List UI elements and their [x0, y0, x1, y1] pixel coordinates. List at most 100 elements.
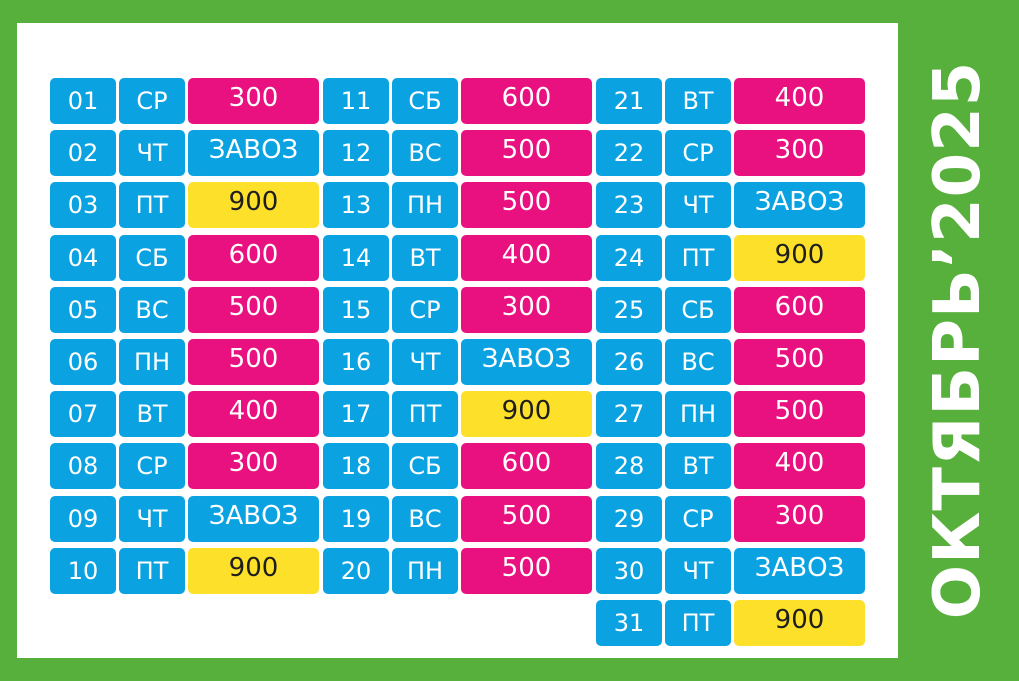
day-number: 26	[596, 339, 662, 385]
calendar-row: 17 ПТ 900	[323, 391, 593, 438]
calendar-row: 10 ПТ 900	[50, 547, 320, 594]
day-value: 900	[461, 391, 592, 438]
calendar-row: 11 СБ 600	[323, 78, 593, 124]
weekday-label: СР	[665, 495, 731, 542]
day-value: 300	[461, 286, 592, 333]
day-value: 400	[734, 443, 865, 490]
day-number: 03	[50, 182, 116, 229]
day-value: 900	[734, 600, 865, 646]
weekday-label: СР	[119, 443, 185, 490]
day-number: 20	[323, 547, 389, 594]
day-number: 02	[50, 130, 116, 177]
calendar-row: 23 ЧТ ЗАВОЗ	[596, 182, 866, 229]
day-number: 22	[596, 130, 662, 177]
calendar-panel: 01 СР 300 02 ЧТ ЗАВОЗ 03 ПТ 900 04 СБ 600 05 ВС 500 06 П…	[17, 23, 898, 658]
day-value: ЗАВОЗ	[734, 547, 865, 594]
calendar-row: 21 ВТ 400	[596, 78, 866, 124]
calendar-row: 25 СБ 600	[596, 286, 866, 333]
day-number: 17	[323, 391, 389, 438]
weekday-label: ВТ	[665, 78, 731, 124]
day-value: 600	[188, 234, 319, 281]
day-number: 30	[596, 547, 662, 594]
day-number: 12	[323, 130, 389, 177]
day-value: 500	[461, 547, 592, 594]
day-number: 15	[323, 286, 389, 333]
calendar-row: 31 ПТ 900	[596, 600, 866, 646]
weekday-label: ЧТ	[119, 495, 185, 542]
calendar-row: 27 ПН 500	[596, 391, 866, 438]
calendar-row: 26 ВС 500	[596, 339, 866, 385]
day-value: 300	[734, 130, 865, 177]
day-number: 19	[323, 495, 389, 542]
day-number: 11	[323, 78, 389, 124]
weekday-label: ВТ	[392, 234, 458, 281]
day-value: 900	[188, 547, 319, 594]
day-value: 300	[188, 78, 319, 124]
day-value: 500	[461, 130, 592, 177]
day-number: 29	[596, 495, 662, 542]
weekday-label: ЧТ	[665, 547, 731, 594]
day-value: 400	[734, 78, 865, 124]
calendar-row: 19 ВС 500	[323, 495, 593, 542]
day-number: 21	[596, 78, 662, 124]
calendar-row: 01 СР 300	[50, 78, 320, 124]
day-number: 28	[596, 443, 662, 490]
day-value: 900	[188, 182, 319, 229]
calendar-row: 15 СР 300	[323, 286, 593, 333]
day-value: 500	[188, 339, 319, 385]
day-value: ЗАВОЗ	[461, 339, 592, 385]
calendar-row: 08 СР 300	[50, 443, 320, 490]
weekday-label: СБ	[392, 78, 458, 124]
weekday-label: ПТ	[665, 234, 731, 281]
calendar-row: 02 ЧТ ЗАВОЗ	[50, 130, 320, 177]
calendar-row: 12 ВС 500	[323, 130, 593, 177]
day-number: 18	[323, 443, 389, 490]
calendar-row: 14 ВТ 400	[323, 234, 593, 281]
calendar-row: 13 ПН 500	[323, 182, 593, 229]
day-value: 300	[188, 443, 319, 490]
weekday-label: СР	[392, 286, 458, 333]
weekday-label: СБ	[392, 443, 458, 490]
day-number: 25	[596, 286, 662, 333]
weekday-label: ПН	[392, 182, 458, 229]
weekday-label: ВС	[119, 286, 185, 333]
day-number: 31	[596, 600, 662, 646]
calendar-row: 16 ЧТ ЗАВОЗ	[323, 339, 593, 385]
calendar-row: 30 ЧТ ЗАВОЗ	[596, 547, 866, 594]
day-value: 900	[734, 234, 865, 281]
calendar-row: 06 ПН 500	[50, 339, 320, 385]
day-value: ЗАВОЗ	[188, 130, 319, 177]
calendar-row: 03 ПТ 900	[50, 182, 320, 229]
day-value: 500	[734, 339, 865, 385]
calendar-row: 09 ЧТ ЗАВОЗ	[50, 495, 320, 542]
calendar-row: 28 ВТ 400	[596, 443, 866, 490]
calendar-row: 05 ВС 500	[50, 286, 320, 333]
weekday-label: ЧТ	[119, 130, 185, 177]
calendar-row: 29 СР 300	[596, 495, 866, 542]
weekday-label: ВТ	[665, 443, 731, 490]
day-value: 600	[461, 443, 592, 490]
day-value: 500	[188, 286, 319, 333]
day-value: 400	[188, 391, 319, 438]
calendar-row: 18 СБ 600	[323, 443, 593, 490]
calendar-row: 20 ПН 500	[323, 547, 593, 594]
weekday-label: ПН	[119, 339, 185, 385]
day-number: 04	[50, 234, 116, 281]
day-number: 01	[50, 78, 116, 124]
day-number: 07	[50, 391, 116, 438]
weekday-label: СБ	[665, 286, 731, 333]
month-title: ОКТЯБРЬ’2025	[921, 60, 995, 620]
day-number: 16	[323, 339, 389, 385]
day-number: 06	[50, 339, 116, 385]
day-number: 27	[596, 391, 662, 438]
weekday-label: СР	[119, 78, 185, 124]
calendar-row: 24 ПТ 900	[596, 234, 866, 281]
day-number: 24	[596, 234, 662, 281]
calendar-row: 04 СБ 600	[50, 234, 320, 281]
day-number: 08	[50, 443, 116, 490]
weekday-label: ПТ	[119, 547, 185, 594]
weekday-label: ПТ	[392, 391, 458, 438]
weekday-label: ЧТ	[665, 182, 731, 229]
weekday-label: ПН	[392, 547, 458, 594]
day-value: 600	[461, 78, 592, 124]
